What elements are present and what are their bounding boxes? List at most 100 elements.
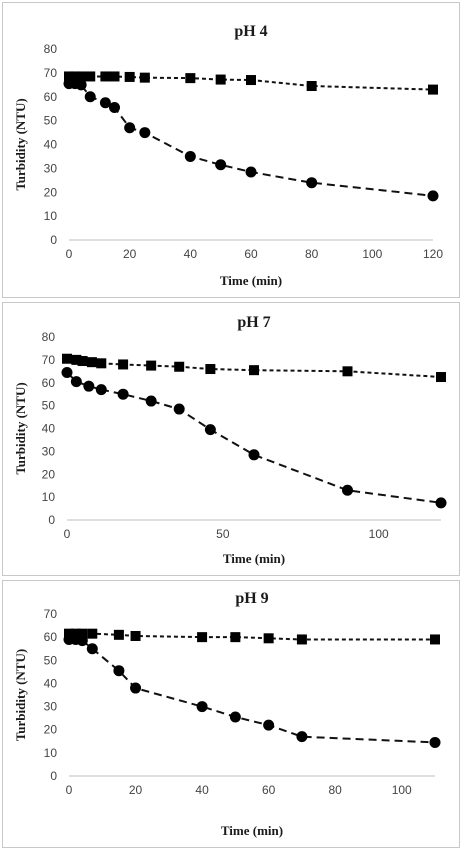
y-tick-label: 40	[44, 138, 58, 152]
data-point-circle	[145, 395, 157, 407]
x-tick-label: 20	[123, 247, 137, 261]
data-point-circle	[70, 376, 82, 388]
y-tick-label: 40	[44, 676, 58, 690]
data-point-square	[85, 71, 96, 82]
x-tick-label: 0	[64, 527, 71, 541]
data-point-square	[70, 628, 81, 639]
y-tick-label: 0	[48, 513, 55, 527]
data-point-square	[146, 360, 157, 371]
data-point-square	[215, 74, 226, 85]
y-tick-label: 60	[42, 376, 56, 390]
data-point-circle	[109, 101, 120, 113]
data-point-circle	[139, 127, 151, 139]
y-tick-label: 60	[44, 630, 58, 644]
y-tick-label: 10	[44, 209, 58, 223]
x-tick-label: 40	[195, 783, 209, 797]
data-point-square	[430, 634, 440, 645]
series-line-circle	[69, 82, 434, 197]
data-point-square	[436, 372, 446, 383]
data-point-circle	[196, 701, 208, 713]
y-tick-label: 20	[44, 185, 58, 199]
y-tick-label: 20	[42, 467, 56, 481]
series-line-circle	[69, 638, 436, 744]
data-point-square	[342, 366, 353, 377]
y-tick-label: 50	[42, 399, 56, 413]
x-axis-label: Time (min)	[220, 273, 282, 288]
y-tick-label: 60	[44, 90, 58, 104]
y-axis-label: Turbidity (NTU)	[13, 649, 28, 741]
data-point-square	[296, 634, 307, 645]
data-point-square	[205, 364, 216, 375]
data-point-square	[174, 361, 185, 372]
chart-panel-ph4: pH 4 0 10 20 30 40 50 60 70 80 0 20 40 60 80 100 120 Time…	[2, 2, 460, 298]
x-tick-label: 80	[305, 247, 319, 261]
y-tick-label: 70	[44, 607, 58, 621]
chart-panel-ph7: pH 7 0 10 20 30 40 50 60 70 80 0 50 100 Time (min) Tur…	[2, 302, 460, 576]
chart-ph9: pH 9 0 10 20 30 40 50 60 70 0 20 40 60 80 100 Time (min…	[13, 590, 441, 838]
y-tick-label: 40	[42, 422, 56, 436]
data-point-circle	[427, 190, 439, 202]
data-point-square	[113, 629, 124, 640]
x-tick-label: 100	[369, 527, 389, 541]
data-point-square	[62, 353, 72, 364]
data-point-circle	[84, 91, 96, 103]
data-point-circle	[99, 97, 111, 109]
y-tick-label: 0	[50, 769, 57, 783]
x-tick-label: 50	[216, 527, 230, 541]
x-tick-label: 60	[262, 783, 276, 797]
data-point-circle	[61, 366, 73, 378]
x-axis-label: Time (min)	[221, 823, 283, 838]
y-tick-label: 20	[44, 723, 58, 737]
y-tick-label: 70	[44, 66, 58, 80]
x-tick-label: 100	[362, 247, 382, 261]
data-point-circle	[429, 736, 441, 748]
y-tick-label: 30	[42, 444, 56, 458]
chart-title: pH 7	[237, 314, 270, 331]
data-point-square	[185, 73, 196, 84]
data-point-circle	[229, 711, 241, 723]
data-point-square	[197, 632, 208, 643]
data-point-circle	[306, 177, 318, 189]
data-point-circle	[76, 635, 88, 647]
data-point-square	[96, 358, 107, 369]
data-point-circle	[184, 150, 196, 162]
data-point-circle	[86, 643, 98, 655]
data-point-square	[87, 628, 98, 639]
data-point-circle	[263, 719, 275, 731]
y-tick-label: 30	[44, 161, 58, 175]
y-tick-label: 50	[44, 114, 58, 128]
data-point-square	[77, 356, 88, 367]
x-tick-label: 0	[66, 247, 73, 261]
data-point-circle	[215, 159, 227, 171]
chart-ph4: pH 4 0 10 20 30 40 50 60 70 80 0 20 40 60 80 100 120 Time…	[13, 23, 443, 288]
data-point-square	[64, 71, 74, 82]
chart-title: pH 9	[235, 590, 268, 607]
data-point-square	[230, 632, 241, 643]
chart-panel-ph9: pH 9 0 10 20 30 40 50 60 70 0 20 40 60 80 100 Time (min…	[2, 580, 460, 848]
y-axis-label: Turbidity (NTU)	[13, 382, 28, 474]
data-point-circle	[173, 403, 185, 415]
chart-ph7: pH 7 0 10 20 30 40 50 60 70 80 0 50 100 Time (min) Tur…	[13, 314, 447, 566]
data-point-square	[130, 630, 141, 641]
y-tick-label: 0	[50, 233, 57, 247]
y-tick-label: 10	[42, 490, 56, 504]
data-point-square	[109, 71, 120, 82]
data-point-square	[118, 359, 129, 370]
y-tick-label: 10	[44, 746, 58, 760]
x-axis-label: Time (min)	[223, 551, 285, 566]
y-tick-label: 80	[42, 330, 56, 344]
data-point-circle	[435, 497, 447, 509]
data-point-circle	[117, 388, 129, 400]
data-point-square	[249, 365, 259, 376]
data-point-circle	[113, 665, 125, 677]
x-tick-label: 100	[392, 783, 412, 797]
data-point-circle	[75, 79, 87, 91]
data-point-circle	[95, 384, 107, 396]
data-point-square	[263, 633, 274, 644]
data-point-square	[139, 72, 150, 83]
data-point-circle	[124, 122, 136, 134]
x-tick-label: 0	[66, 783, 73, 797]
data-point-circle	[204, 424, 216, 436]
data-point-circle	[296, 731, 308, 743]
data-point-square	[64, 628, 74, 639]
